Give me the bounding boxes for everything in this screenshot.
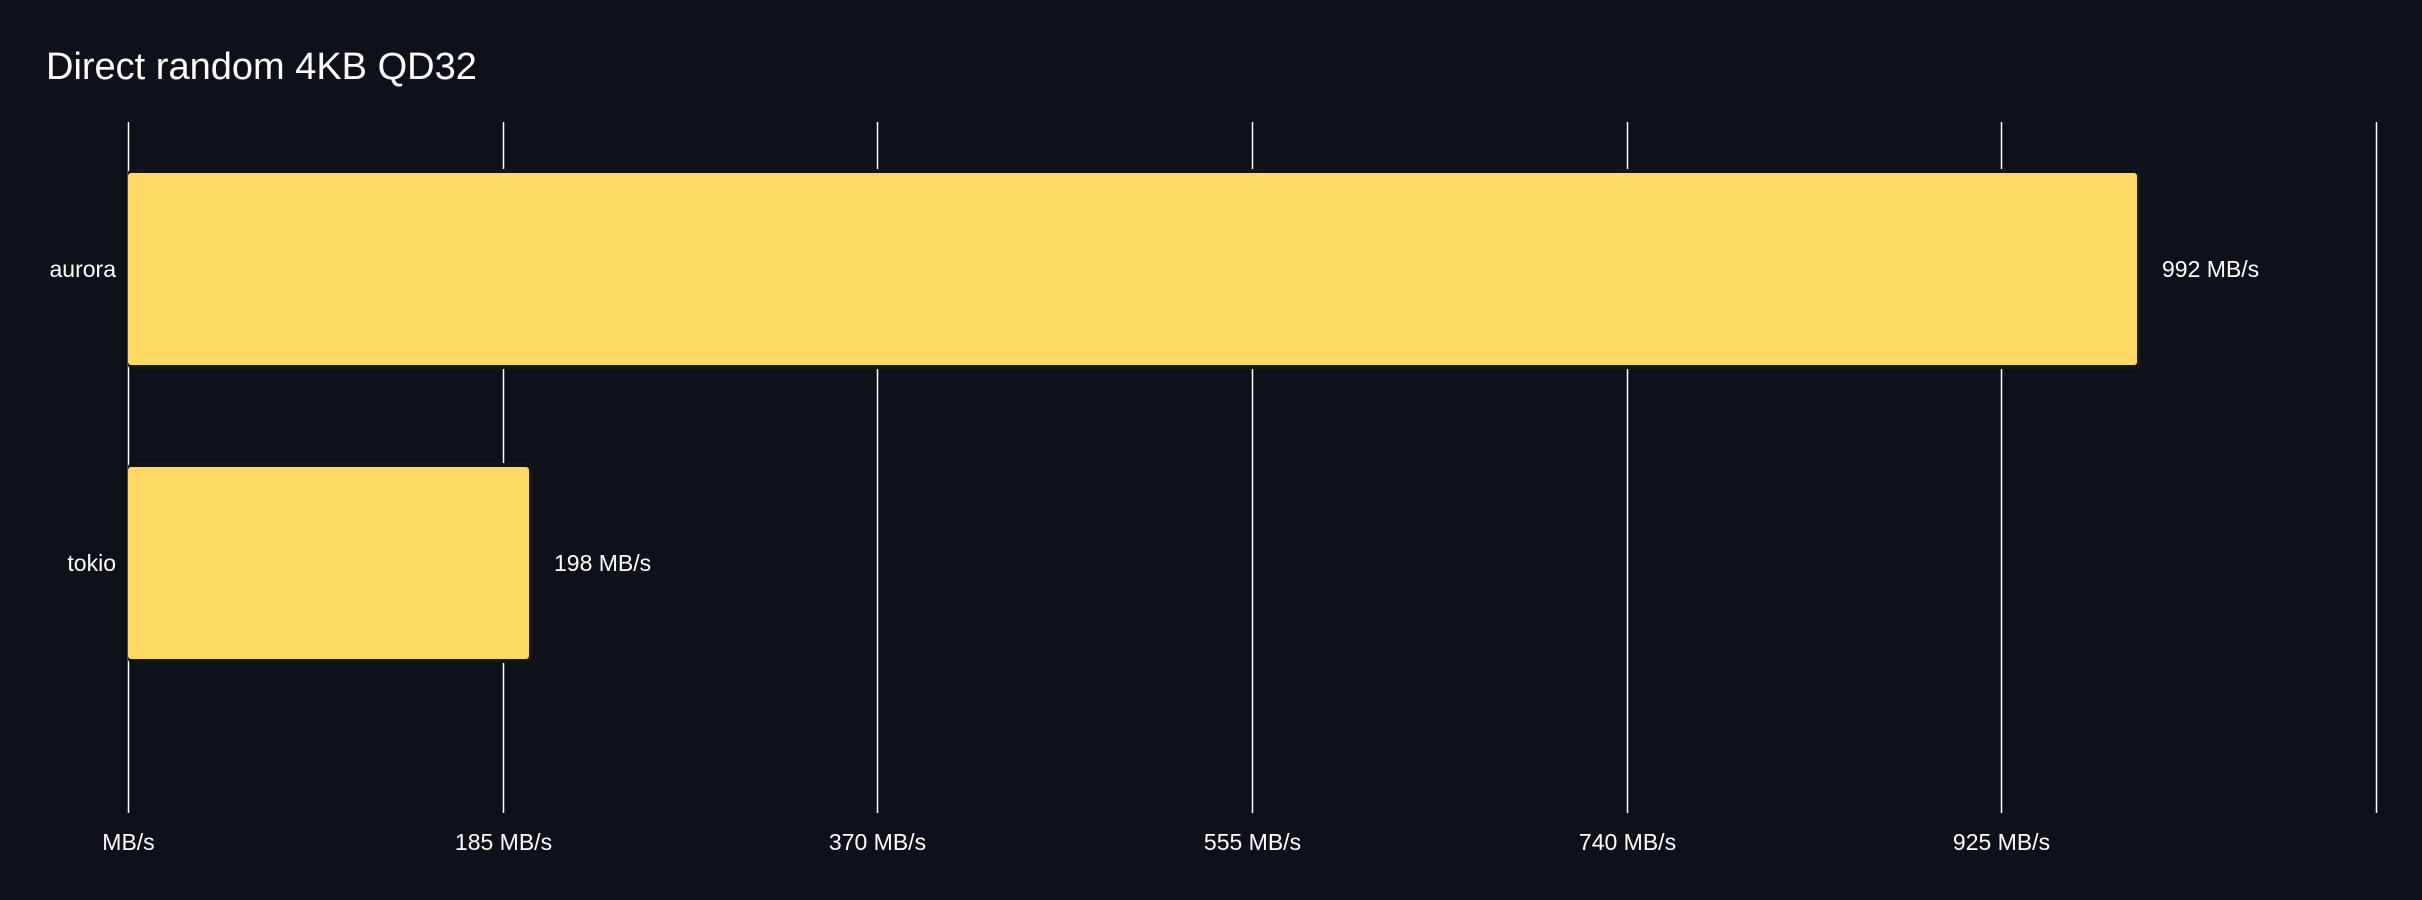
x-tick-label: 185 MB/s [455, 829, 552, 855]
category-label: aurora [50, 256, 117, 282]
bar-aurora [128, 173, 2138, 365]
x-tick-label: MB/s [102, 829, 154, 855]
value-label: 198 MB/s [554, 550, 651, 576]
category-label: tokio [67, 550, 116, 576]
value-label: 992 MB/s [2162, 256, 2259, 282]
x-tick-label: 370 MB/s [829, 829, 926, 855]
chart-title: Direct random 4KB QD32 [46, 46, 477, 88]
x-tick-label: 555 MB/s [1204, 829, 1301, 855]
bar-tokio [128, 467, 529, 659]
labels: MB/s 185 MB/s 370 MB/s 555 MB/s 740 MB/s 925 … [50, 256, 2260, 855]
x-tick-label: 740 MB/s [1579, 829, 1676, 855]
x-tick-label: 925 MB/s [1953, 829, 2050, 855]
bars [128, 169, 2142, 663]
